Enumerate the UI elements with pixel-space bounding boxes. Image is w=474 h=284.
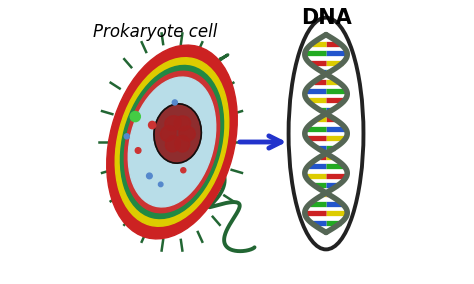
Circle shape	[135, 148, 141, 153]
Ellipse shape	[289, 18, 364, 249]
Ellipse shape	[179, 126, 195, 141]
Ellipse shape	[165, 116, 181, 131]
Text: Prokaryote cell: Prokaryote cell	[93, 23, 217, 41]
Ellipse shape	[115, 58, 229, 226]
Ellipse shape	[154, 104, 201, 163]
Circle shape	[172, 100, 177, 105]
Circle shape	[181, 168, 186, 173]
Ellipse shape	[124, 71, 219, 213]
Ellipse shape	[174, 116, 191, 131]
Ellipse shape	[128, 77, 216, 207]
Ellipse shape	[165, 136, 181, 152]
Circle shape	[158, 182, 163, 187]
Circle shape	[146, 173, 152, 179]
Ellipse shape	[107, 45, 237, 239]
Circle shape	[148, 121, 156, 129]
Circle shape	[130, 112, 140, 122]
Ellipse shape	[175, 135, 190, 152]
Ellipse shape	[160, 126, 176, 141]
Circle shape	[124, 134, 129, 139]
Text: DNA: DNA	[301, 8, 351, 28]
Ellipse shape	[120, 65, 224, 219]
